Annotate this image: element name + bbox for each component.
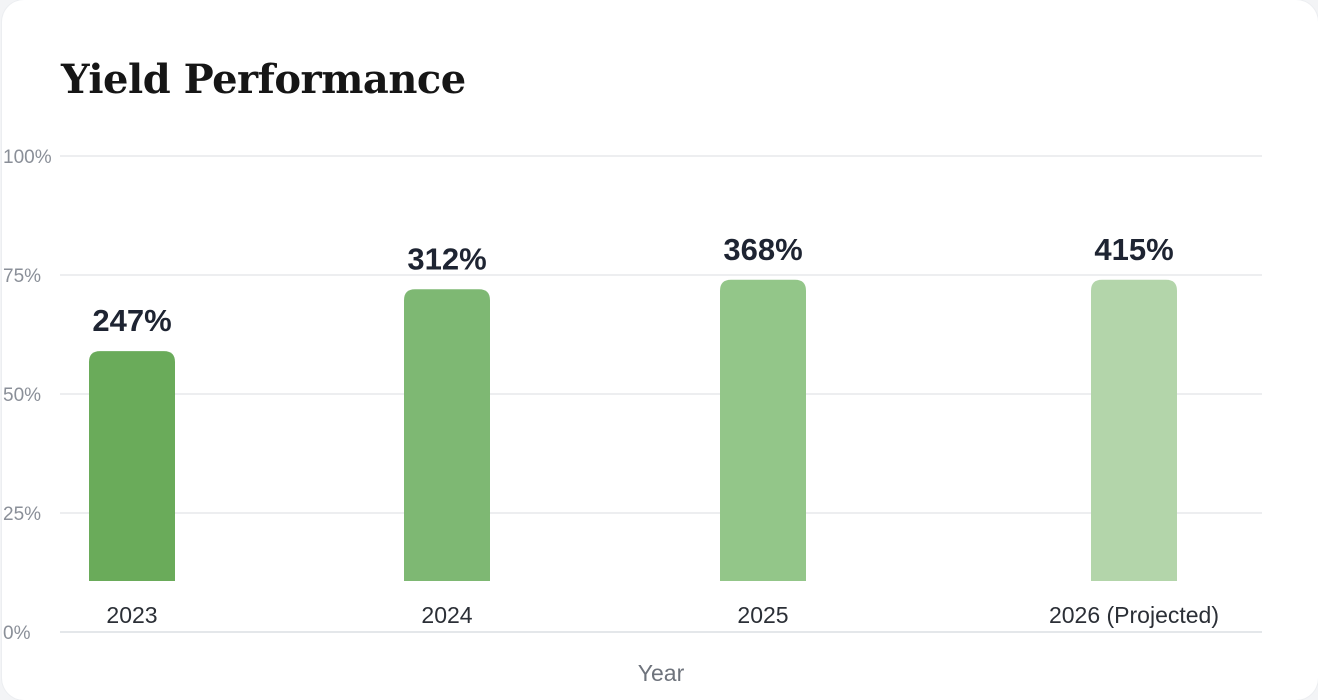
y-tick-label: 0% [3,623,31,644]
bar-value-label: 247% [92,303,171,338]
bar-chart: 0% 25% 50% 75% 100% 2023 2024 2025 2026 (Projec… [3,147,1262,684]
y-tick-label: 100% [3,147,52,168]
value-labels: 247% 312% 368% 415% [92,232,1173,338]
bar [404,289,490,581]
bar [1091,279,1177,581]
y-axis-ticks: 0% 25% 50% 75% 100% [3,147,52,644]
bar [89,351,175,581]
x-axis-categories: 2023 2024 2025 2026 (Projected) [106,602,1219,628]
y-tick-label: 75% [3,266,41,287]
y-tick-label: 25% [3,504,41,525]
x-axis-title: Year [638,660,685,684]
bar [720,279,806,581]
gridlines [60,155,1262,633]
chart-title: Yield Performance [61,56,466,103]
x-category-label: 2026 (Projected) [1049,602,1219,628]
bar-value-label: 368% [723,232,802,267]
x-category-label: 2024 [421,602,472,628]
bar-value-label: 415% [1094,232,1173,267]
x-category-label: 2023 [106,602,157,628]
bars [89,279,1177,581]
bar-value-label: 312% [407,241,486,276]
y-tick-label: 50% [3,385,41,406]
x-category-label: 2025 [737,602,788,628]
